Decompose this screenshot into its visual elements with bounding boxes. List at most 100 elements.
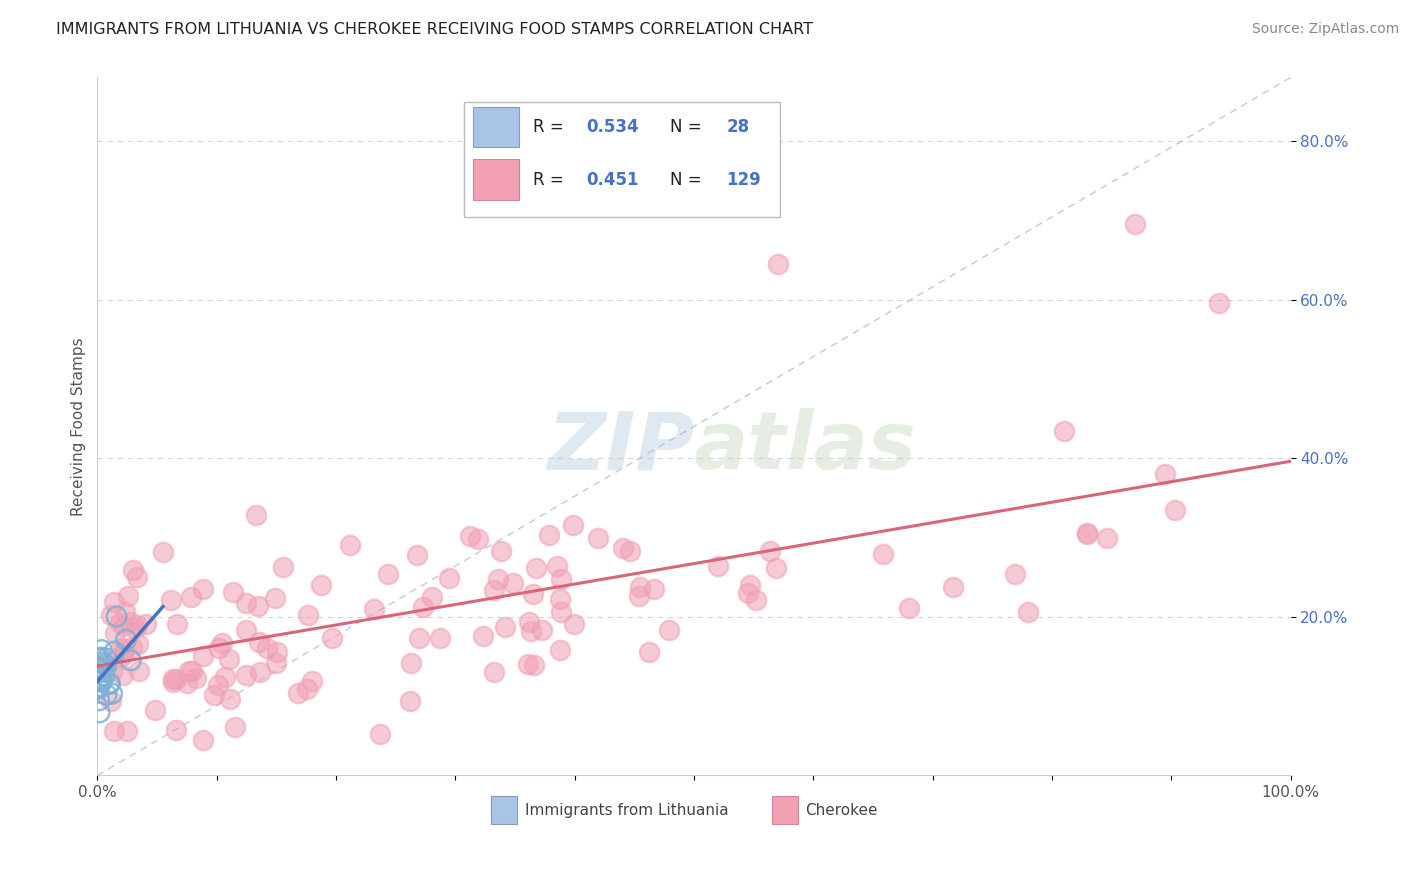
Text: 28: 28 [725, 118, 749, 136]
Text: 0.534: 0.534 [586, 118, 640, 136]
Point [628, 580, 651, 594]
Point [122, 563, 145, 577]
Text: N =: N = [671, 118, 702, 136]
Point [221, 584, 243, 599]
Point [638, 645, 661, 659]
Point [100, 607, 122, 622]
Point [235, 668, 257, 682]
Point [309, 578, 332, 592]
Point [184, 671, 207, 685]
Point [98, 676, 121, 690]
Point [363, 602, 385, 616]
Point [1164, 503, 1187, 517]
Point [165, 723, 187, 738]
Point [737, 585, 759, 599]
Point [548, 592, 571, 607]
Point [90, 674, 112, 689]
Point [90, 643, 112, 657]
Point [264, 656, 287, 670]
Point [103, 595, 125, 609]
Point [562, 518, 585, 533]
Point [110, 649, 132, 664]
Point [1125, 217, 1147, 231]
Point [98, 677, 121, 691]
Point [103, 645, 125, 659]
Point [191, 582, 214, 596]
Point [249, 665, 271, 679]
Point [562, 617, 585, 632]
Point [489, 544, 512, 558]
Point [207, 678, 229, 692]
Point [1154, 467, 1177, 482]
Point [115, 632, 138, 647]
Point [117, 589, 139, 603]
Point [406, 549, 429, 563]
Point [1017, 605, 1039, 619]
Point [550, 605, 572, 619]
Text: ZIP: ZIP [547, 409, 695, 486]
Point [744, 592, 766, 607]
Point [191, 649, 214, 664]
Text: IMMIGRANTS FROM LITHUANIA VS CHEROKEE RECEIVING FOOD STAMPS CORRELATION CHART: IMMIGRANTS FROM LITHUANIA VS CHEROKEE RE… [56, 22, 813, 37]
Point [707, 559, 730, 574]
Point [100, 694, 122, 708]
Point [1208, 296, 1230, 310]
Point [87, 680, 110, 694]
Point [143, 703, 166, 717]
Point [108, 615, 131, 630]
Point [517, 615, 540, 629]
Point [766, 257, 789, 271]
Point [256, 640, 278, 655]
Point [548, 642, 571, 657]
Text: Cherokee: Cherokee [806, 803, 877, 818]
Point [112, 641, 135, 656]
Point [224, 720, 246, 734]
Text: N =: N = [671, 171, 702, 189]
Point [1095, 531, 1118, 545]
Point [247, 634, 270, 648]
Point [245, 508, 267, 522]
Point [412, 600, 434, 615]
Point [179, 665, 201, 679]
Point [159, 593, 181, 607]
Point [104, 626, 127, 640]
Point [619, 544, 641, 558]
Point [523, 657, 546, 672]
Point [124, 621, 146, 635]
Text: 0.451: 0.451 [586, 171, 640, 189]
Point [538, 528, 561, 542]
Point [520, 624, 543, 638]
Point [494, 620, 516, 634]
FancyBboxPatch shape [474, 159, 519, 200]
Point [235, 623, 257, 637]
Point [738, 578, 761, 592]
Point [89, 693, 111, 707]
Point [486, 572, 509, 586]
Point [460, 529, 482, 543]
Point [87, 681, 110, 696]
Point [612, 541, 634, 556]
Point [586, 532, 609, 546]
Point [472, 630, 495, 644]
Point [295, 682, 318, 697]
Point [235, 596, 257, 610]
Point [127, 636, 149, 650]
Point [103, 724, 125, 739]
Text: R =: R = [533, 118, 564, 136]
Point [121, 640, 143, 654]
Point [872, 547, 894, 561]
Point [1053, 424, 1076, 438]
Point [297, 607, 319, 622]
FancyBboxPatch shape [772, 797, 797, 824]
Point [111, 668, 134, 682]
Point [399, 657, 422, 671]
Point [94, 659, 117, 673]
Point [368, 727, 391, 741]
Point [89, 660, 111, 674]
Point [429, 632, 451, 646]
Point [897, 601, 920, 615]
Point [301, 674, 323, 689]
Point [100, 664, 122, 678]
Point [152, 545, 174, 559]
Point [517, 657, 540, 671]
